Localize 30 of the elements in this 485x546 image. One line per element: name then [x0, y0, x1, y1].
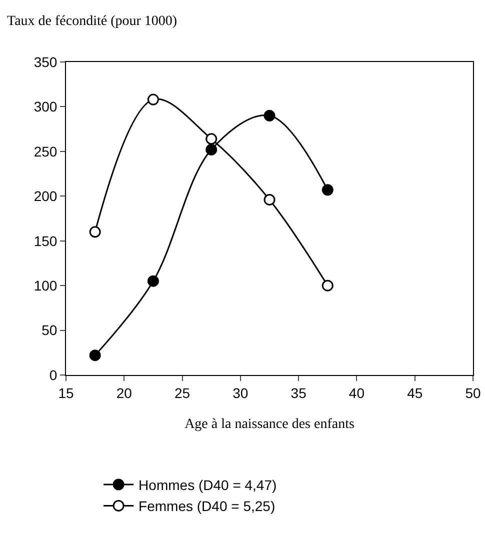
x-tick-label: 35 [290, 384, 307, 401]
point [89, 226, 101, 238]
point [264, 110, 276, 122]
y-axis-title: Taux de fécondité (pour 1000) [7, 14, 178, 29]
y-tick-label: 300 [34, 98, 58, 115]
y-tick-label: 150 [34, 232, 58, 249]
x-tick-label: 20 [116, 384, 132, 401]
point [147, 94, 159, 106]
point [206, 144, 218, 156]
legend-label: Hommes (D40 = 4,47) [138, 476, 277, 493]
x-tick-label: 45 [407, 384, 423, 401]
point [322, 184, 334, 196]
x-tick-label: 40 [348, 384, 365, 401]
x-tick-label: 25 [174, 384, 190, 401]
point [322, 280, 334, 292]
legend-label: Femmes (D40 = 5,25) [138, 498, 276, 514]
x-tick-label: 15 [58, 384, 74, 401]
y-tick-label: 0 [49, 366, 58, 383]
point [206, 133, 218, 145]
y-tick-label: 50 [42, 322, 58, 338]
x-tick-label: 50 [465, 384, 481, 401]
x-axis-title: Age à la naissance des enfants [184, 417, 354, 432]
point [89, 350, 101, 362]
y-tick-label: 100 [34, 277, 58, 294]
y-tick-label: 250 [34, 143, 58, 160]
y-tick-label: 200 [34, 188, 58, 204]
x-tick-label: 30 [232, 384, 248, 401]
y-tick-label: 350 [34, 54, 58, 70]
point [147, 275, 159, 287]
point [264, 194, 276, 206]
